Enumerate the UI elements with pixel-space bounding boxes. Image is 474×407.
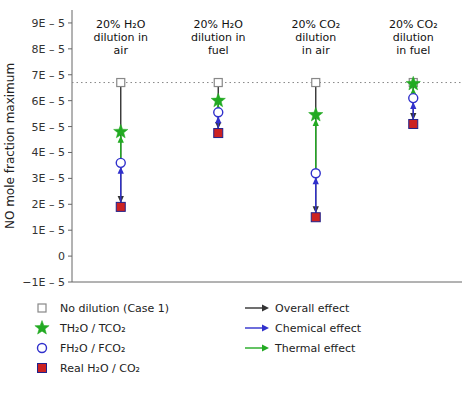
tick-label: 3E – 5 xyxy=(32,172,65,185)
tick xyxy=(68,178,72,179)
reference-line xyxy=(72,82,462,83)
series-0 xyxy=(117,79,418,87)
tick-label: 9E – 5 xyxy=(32,17,65,30)
arrowhead xyxy=(313,119,319,126)
category-label: 20% CO₂ xyxy=(291,18,340,31)
tick-label: 1E – 5 xyxy=(32,224,65,237)
chart: −1E – 5 0 1E – 5 2E – 5 3E – 5 4E – 5 5E – 5 6E… xyxy=(0,0,474,407)
legend-arrowhead xyxy=(262,325,269,332)
point xyxy=(214,108,223,117)
category-label: dilution in xyxy=(191,31,246,44)
arrow-group xyxy=(118,83,417,214)
legend: No dilution (Case 1) TH₂O / TCO₂ FH₂O / FC… xyxy=(35,302,362,375)
series-2 xyxy=(116,94,418,178)
tick xyxy=(68,282,72,283)
tick xyxy=(68,256,72,257)
category-label: dilution xyxy=(295,31,336,44)
point xyxy=(211,93,225,107)
category-label: in fuel xyxy=(396,44,430,57)
tick xyxy=(68,100,72,101)
legend-symbol xyxy=(245,307,263,308)
plot-area xyxy=(72,76,462,221)
legend-item: FH₂O / FCO₂ xyxy=(38,342,126,355)
legend-symbol xyxy=(245,327,263,328)
point xyxy=(409,119,418,128)
tick-label: 5E – 5 xyxy=(32,121,65,134)
point xyxy=(116,202,125,211)
legend-item: Chemical effect xyxy=(245,322,362,335)
point xyxy=(114,124,128,138)
category-label: air xyxy=(114,44,129,57)
point xyxy=(409,94,418,103)
point xyxy=(311,213,320,222)
legend-arrowhead xyxy=(262,345,269,352)
tick xyxy=(68,48,72,49)
category-labels: 20% H₂Odilution inair20% H₂Odilution inf… xyxy=(93,18,437,57)
category-label: 20% CO₂ xyxy=(389,18,438,31)
legend-label: FH₂O / FCO₂ xyxy=(60,342,125,355)
point xyxy=(312,79,320,87)
y-axis-label: NO mole fraction maximum xyxy=(3,63,17,229)
point xyxy=(406,76,420,90)
tick xyxy=(68,22,72,23)
category-label: dilution xyxy=(393,31,434,44)
series-1 xyxy=(114,76,421,137)
legend-label: Real H₂O / CO₂ xyxy=(60,362,140,375)
tick xyxy=(68,126,72,127)
legend-item: Thermal effect xyxy=(245,342,356,355)
category-label: 20% H₂O xyxy=(194,18,244,31)
x-axis-line xyxy=(72,282,462,283)
tick xyxy=(68,74,72,75)
point xyxy=(309,107,323,121)
legend-item: Real H₂O / CO₂ xyxy=(38,362,141,375)
category-label: dilution in xyxy=(93,31,148,44)
legend-symbol xyxy=(38,344,47,353)
legend-label: Chemical effect xyxy=(275,322,362,335)
legend-item: Overall effect xyxy=(245,302,350,315)
legend-symbol xyxy=(38,364,47,373)
legend-label: TH₂O / TCO₂ xyxy=(59,322,126,335)
tick xyxy=(68,204,72,205)
category-label: fuel xyxy=(208,44,229,57)
legend-symbol xyxy=(38,304,46,312)
tick-label: 8E – 5 xyxy=(32,43,65,56)
tick-label: 7E – 5 xyxy=(32,69,65,82)
tick xyxy=(68,152,72,153)
arrow xyxy=(315,119,316,173)
arrowhead xyxy=(118,136,124,143)
legend-item: No dilution (Case 1) xyxy=(38,302,169,315)
legend-arrowhead xyxy=(262,305,269,312)
tick-label: 4E – 5 xyxy=(32,146,65,159)
tick-label: 0 xyxy=(58,250,65,263)
legend-symbol xyxy=(245,347,263,348)
point xyxy=(311,169,320,178)
legend-symbol xyxy=(35,321,49,335)
legend-item: TH₂O / TCO₂ xyxy=(35,321,126,336)
tick xyxy=(68,230,72,231)
legend-label: No dilution (Case 1) xyxy=(60,302,169,315)
y-axis-line xyxy=(72,10,73,282)
y-axis: −1E – 5 0 1E – 5 2E – 5 3E – 5 4E – 5 5E – 5 6E… xyxy=(22,10,462,289)
legend-label: Thermal effect xyxy=(274,342,356,355)
tick-label: −1E – 5 xyxy=(22,276,65,289)
tick-label: 2E – 5 xyxy=(32,198,65,211)
series-3 xyxy=(116,119,418,221)
point xyxy=(117,79,125,87)
legend-label: Overall effect xyxy=(275,302,350,315)
point xyxy=(116,158,125,167)
arrow-group xyxy=(118,102,417,217)
point xyxy=(214,129,223,138)
point xyxy=(214,79,222,87)
category-label: 20% H₂O xyxy=(96,18,146,31)
tick-label: 6E – 5 xyxy=(32,95,65,108)
arrow-group xyxy=(118,88,417,173)
category-label: in air xyxy=(302,44,330,57)
